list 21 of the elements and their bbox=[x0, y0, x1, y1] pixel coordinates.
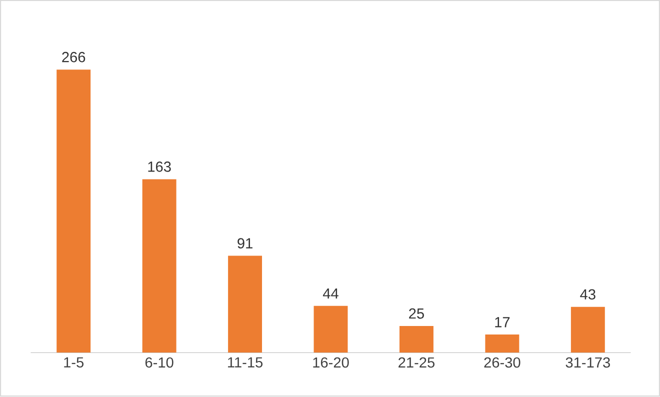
x-tick-label: 1-5 bbox=[64, 358, 84, 368]
x-tick-label: 6-10 bbox=[145, 358, 174, 368]
x-tick-label: 26-30 bbox=[484, 358, 520, 368]
data-label: 43 bbox=[580, 289, 596, 300]
bar bbox=[228, 256, 262, 353]
data-label: 163 bbox=[148, 162, 171, 172]
data-label: 25 bbox=[409, 308, 424, 319]
bar bbox=[142, 179, 176, 353]
bar bbox=[399, 326, 434, 353]
x-tick-label: 16-20 bbox=[313, 358, 349, 368]
x-tick-label: 11-15 bbox=[228, 358, 263, 368]
bar bbox=[485, 334, 520, 353]
data-label: 266 bbox=[62, 52, 86, 62]
data-label: 44 bbox=[322, 288, 338, 299]
data-label: 91 bbox=[238, 238, 252, 249]
bar bbox=[314, 306, 348, 353]
x-tick-label: 21-25 bbox=[398, 358, 434, 368]
x-tick-label: 31-173 bbox=[566, 358, 610, 368]
data-label: 17 bbox=[495, 317, 510, 328]
bar bbox=[56, 70, 91, 353]
bar bbox=[570, 307, 605, 353]
